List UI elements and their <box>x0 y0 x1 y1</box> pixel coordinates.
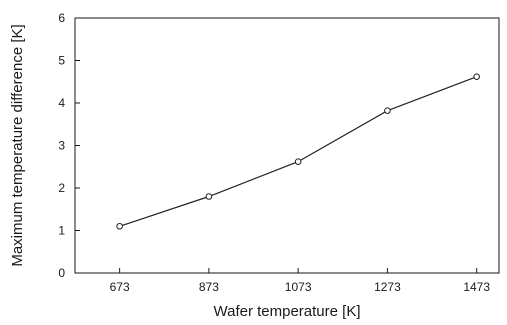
x-axis-label: Wafer temperature [K] <box>214 303 361 320</box>
data-point <box>116 222 123 230</box>
data-point <box>294 158 302 165</box>
series-line <box>119 76 477 227</box>
y-tick-label: 5 <box>58 54 65 68</box>
x-tick-label: 1073 <box>285 280 312 294</box>
y-tick-label: 1 <box>58 224 65 238</box>
x-tick-label: 673 <box>110 280 130 294</box>
y-tick-label: 3 <box>58 139 65 153</box>
y-tick-label: 2 <box>58 181 65 195</box>
x-axis-ticks: 673 873 1073 1273 1473 <box>110 268 490 294</box>
x-tick-label: 1273 <box>374 280 401 294</box>
y-tick-label: 6 <box>58 11 65 25</box>
data-point <box>384 107 391 114</box>
y-axis-ticks: 0 1 2 3 4 5 6 <box>58 11 80 280</box>
series-layer <box>116 73 480 230</box>
x-tick-label: 873 <box>199 280 219 294</box>
data-point <box>473 73 480 80</box>
y-axis-label: Maximum temperature difference [K] <box>9 24 26 266</box>
plot-frame <box>74 17 500 274</box>
y-tick-label: 0 <box>58 266 65 280</box>
x-tick-label: 1473 <box>463 280 490 294</box>
y-tick-label: 4 <box>58 96 65 110</box>
data-point <box>205 193 213 200</box>
